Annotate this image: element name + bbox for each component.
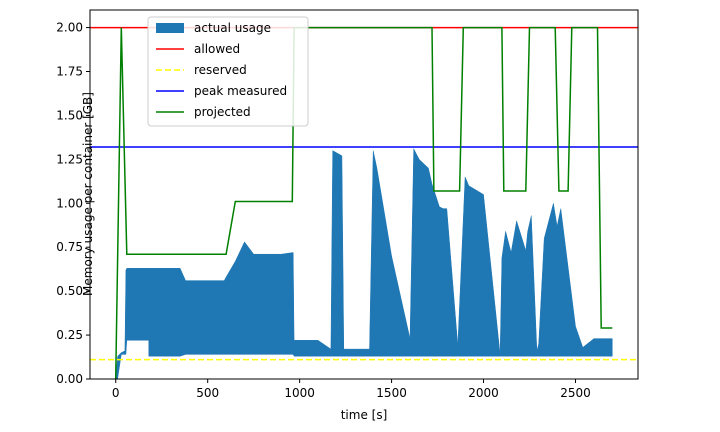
y-tick-label: 0.50 bbox=[56, 284, 83, 298]
series-projected-line bbox=[114, 26, 613, 379]
y-axis: 0.00 0.25 0.50 0.75 1.00 1.25 1.50 1.75 2.00 bbox=[56, 21, 90, 386]
legend-box bbox=[147, 16, 309, 127]
plot-frame bbox=[89, 9, 639, 380]
legend-label-reserved: reserved bbox=[194, 63, 247, 77]
series-layer bbox=[90, 26, 638, 379]
x-axis-label: time [s] bbox=[341, 408, 388, 422]
y-tick-label: 1.00 bbox=[56, 196, 83, 210]
y-tick-label: 0.25 bbox=[56, 328, 83, 342]
legend-label-projected: projected bbox=[194, 105, 251, 119]
legend-label-allowed: allowed bbox=[194, 42, 240, 56]
legend-swatch-actual-usage bbox=[156, 23, 184, 33]
x-tick-label: 1500 bbox=[376, 386, 407, 400]
series-actual-usage-area bbox=[115, 148, 613, 379]
x-tick-label: 2500 bbox=[560, 386, 591, 400]
legend: actual usage allowed reserved peak measured… bbox=[147, 16, 309, 127]
y-axis-label: Memory usage per container [GB] bbox=[81, 92, 95, 296]
y-tick-label: 1.50 bbox=[56, 108, 83, 122]
x-tick-label: 0 bbox=[112, 386, 120, 400]
x-tick-label: 500 bbox=[196, 386, 219, 400]
y-tick-label: 2.00 bbox=[56, 21, 83, 35]
y-tick-label: 0.75 bbox=[56, 240, 83, 254]
x-axis: 0 500 1000 1500 2000 2500 bbox=[112, 379, 591, 400]
x-tick-label: 2000 bbox=[468, 386, 499, 400]
x-tick-label: 1000 bbox=[284, 386, 315, 400]
y-tick-label: 1.75 bbox=[56, 65, 83, 79]
y-tick-label: 1.25 bbox=[56, 152, 83, 166]
y-tick-label: 0.00 bbox=[56, 372, 83, 386]
legend-label-peak-measured: peak measured bbox=[194, 84, 287, 98]
legend-label-actual-usage: actual usage bbox=[194, 21, 271, 35]
